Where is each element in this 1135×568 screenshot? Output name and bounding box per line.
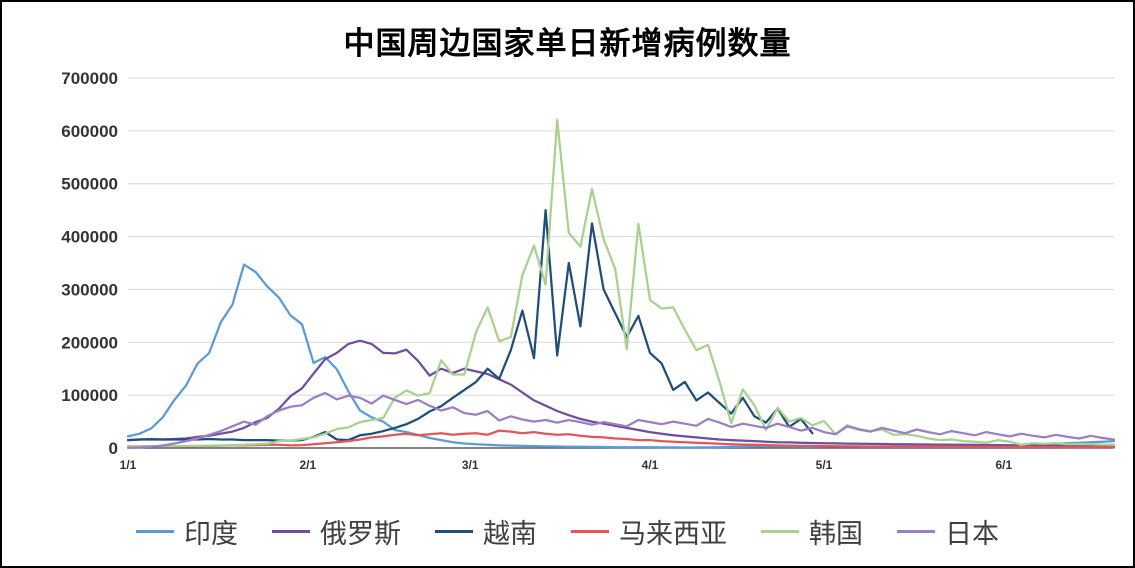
legend-item-russia: 俄罗斯 <box>272 512 401 551</box>
x-axis-tick-label: 2/1 <box>299 458 316 472</box>
x-axis-tick-label: 1/1 <box>120 458 137 472</box>
legend-item-india: 印度 <box>136 512 238 551</box>
legend-item-japan: 日本 <box>897 512 999 551</box>
y-axis-tick-label: 0 <box>109 439 118 458</box>
legend-item-malaysia: 马来西亚 <box>571 512 727 551</box>
y-axis-tick-label: 200000 <box>61 333 118 352</box>
legend-swatch-malaysia <box>571 529 609 533</box>
chart-title: 中国周边国家单日新增病例数量 <box>343 26 792 61</box>
x-axis-tick-label: 3/1 <box>462 458 479 472</box>
legend-label-korea: 韩国 <box>809 518 863 549</box>
legend-label-japan: 日本 <box>945 518 999 549</box>
legend-item-korea: 韩国 <box>761 512 863 551</box>
legend-label-malaysia: 马来西亚 <box>619 518 727 549</box>
x-axis-tick-label: 6/1 <box>995 458 1012 472</box>
series-line-korea <box>126 118 1116 448</box>
legend-swatch-korea <box>761 529 799 533</box>
x-axis-tick-label: 4/1 <box>642 458 659 472</box>
legend-swatch-russia <box>272 529 310 533</box>
y-axis-tick-label: 700000 <box>61 69 118 88</box>
series-line-vietnam <box>126 208 814 442</box>
legend-swatch-japan <box>897 529 935 533</box>
series-line-japan <box>126 391 1116 449</box>
series-line-malaysia <box>126 429 1116 449</box>
y-axis-tick-label: 300000 <box>61 280 118 299</box>
y-axis-tick-label: 600000 <box>61 122 118 141</box>
y-axis-tick-label: 400000 <box>61 228 118 247</box>
legend-swatch-vietnam <box>435 529 473 533</box>
series-line-russia <box>126 339 1116 447</box>
legend-label-india: 印度 <box>184 518 238 549</box>
legend-label-vietnam: 越南 <box>483 518 537 549</box>
chart-svg: 0 100000 200000 300000 400000 500000 600000 700… <box>61 69 1116 472</box>
series-line-india <box>126 263 1116 449</box>
chart-legend: 印度 俄罗斯 越南 马来西亚 韩国 日本 <box>2 500 1133 562</box>
y-axis-tick-label: 100000 <box>61 386 118 405</box>
y-axis-tick-label: 500000 <box>61 175 118 194</box>
legend-label-russia: 俄罗斯 <box>320 518 401 549</box>
legend-swatch-india <box>136 529 174 533</box>
x-axis-tick-label: 5/1 <box>816 458 833 472</box>
legend-item-vietnam: 越南 <box>435 512 537 551</box>
